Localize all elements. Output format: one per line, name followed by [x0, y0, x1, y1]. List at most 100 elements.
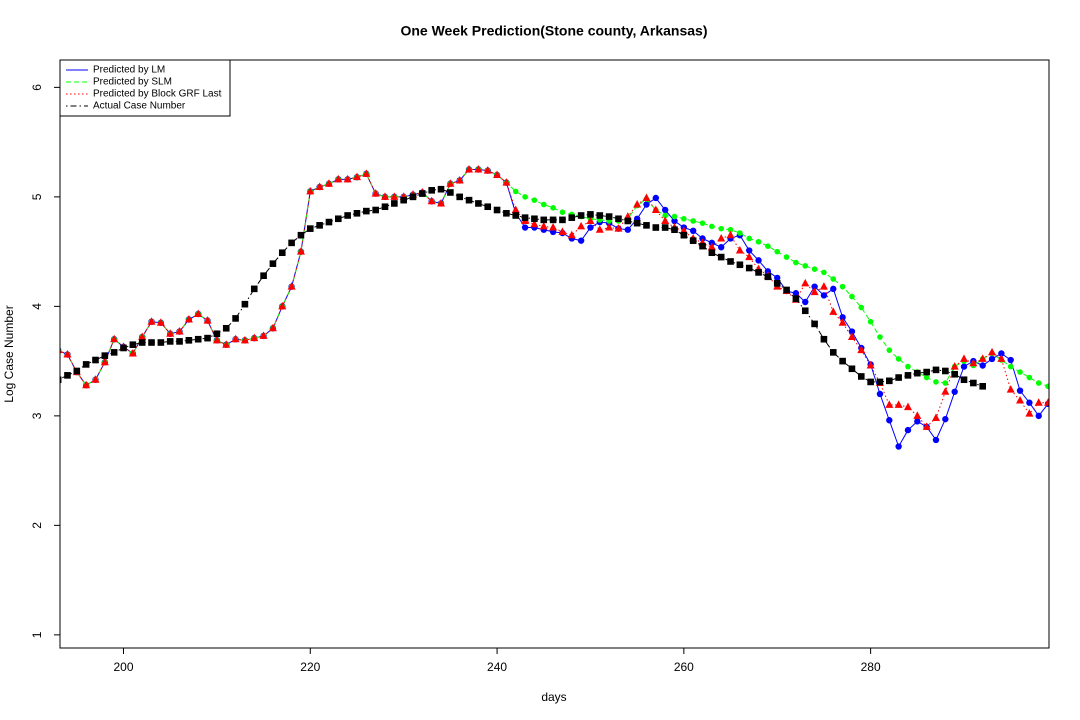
point [512, 188, 519, 195]
point [157, 339, 165, 346]
y-tick-label: 2 [30, 522, 44, 529]
point [876, 390, 884, 398]
point [922, 422, 931, 430]
point [857, 345, 866, 354]
point [680, 231, 688, 239]
chart-title: One Week Prediction(Stone county, Arkans… [400, 23, 707, 39]
point [904, 426, 912, 434]
point [839, 357, 846, 365]
point [699, 220, 706, 226]
point [268, 323, 277, 332]
point [829, 349, 837, 356]
point [428, 187, 435, 194]
point [73, 367, 81, 375]
point [914, 369, 921, 377]
point [511, 205, 520, 214]
point [793, 259, 799, 266]
point [801, 307, 809, 315]
point [241, 300, 249, 308]
point [652, 224, 660, 231]
point [184, 315, 193, 323]
point [895, 374, 902, 381]
point [222, 324, 230, 332]
point [661, 206, 669, 214]
point [335, 215, 342, 223]
x-tick-label: 260 [674, 660, 694, 674]
point [259, 331, 268, 339]
point [549, 223, 558, 231]
point [811, 283, 818, 290]
point [82, 380, 91, 389]
point [642, 193, 651, 201]
point [475, 200, 482, 207]
point [979, 362, 986, 369]
point [502, 178, 511, 186]
point [849, 293, 855, 300]
point [848, 328, 856, 335]
point [997, 354, 1006, 362]
series-line [60, 188, 983, 387]
point [886, 417, 893, 424]
point [783, 286, 790, 294]
point [409, 193, 417, 201]
y-tick-label: 5 [30, 193, 44, 200]
point [278, 249, 286, 257]
point [950, 362, 959, 370]
point [1017, 369, 1023, 375]
point [419, 190, 426, 197]
point [923, 374, 930, 381]
point [821, 269, 827, 276]
plot-area [60, 164, 1049, 450]
point [737, 230, 743, 236]
point [942, 415, 949, 423]
y-tick-label: 6 [30, 84, 44, 91]
point [886, 377, 893, 385]
point [726, 230, 735, 239]
point [372, 206, 379, 214]
point [633, 200, 642, 208]
point [390, 192, 399, 200]
point [213, 330, 221, 338]
point [1016, 387, 1024, 394]
y-axis-label: Log Case Number [2, 305, 16, 402]
point [651, 205, 660, 214]
point [91, 375, 100, 383]
point [82, 361, 90, 368]
point [745, 252, 754, 261]
point [128, 348, 137, 357]
legend-label: Predicted by Block GRF Last [93, 89, 222, 100]
point [960, 354, 969, 362]
point [549, 216, 557, 224]
point [810, 287, 819, 296]
point [176, 338, 183, 345]
point [838, 318, 847, 326]
point [325, 218, 333, 226]
point [101, 352, 109, 359]
point [1007, 363, 1014, 370]
point [839, 283, 846, 290]
point [867, 378, 874, 386]
point [148, 339, 155, 346]
point [718, 225, 725, 232]
point [521, 224, 529, 231]
point [811, 320, 818, 328]
point [689, 237, 697, 244]
point [194, 309, 203, 318]
point [595, 225, 604, 233]
point [437, 198, 446, 207]
point [960, 363, 968, 370]
point [484, 203, 492, 211]
point [1025, 409, 1034, 417]
x-axis-label: days [541, 690, 566, 704]
point [269, 260, 277, 267]
point [847, 332, 856, 341]
point [764, 273, 772, 281]
point [344, 212, 351, 219]
point [746, 247, 753, 254]
point [895, 443, 902, 450]
point [296, 247, 305, 255]
point [671, 226, 678, 234]
point [931, 413, 940, 422]
